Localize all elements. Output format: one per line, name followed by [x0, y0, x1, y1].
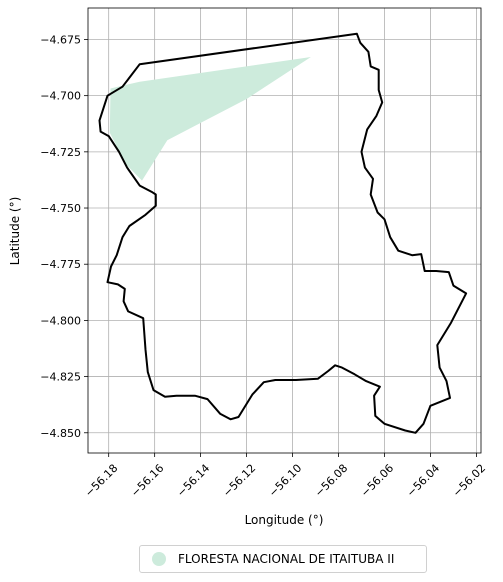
x-axis-label: Longitude (°) [245, 513, 324, 527]
x-tick-label: −56.02 [450, 462, 488, 500]
y-tick-label: −4.850 [40, 427, 81, 440]
legend: FLORESTA NACIONAL DE ITAITUBA II [139, 545, 427, 573]
y-tick-label: −4.825 [40, 371, 81, 384]
y-axis-label: Latitude (°) [8, 197, 22, 266]
x-tick-label: −56.14 [174, 462, 212, 500]
y-tick-label: −4.725 [40, 146, 81, 159]
y-tick-label: −4.800 [40, 314, 81, 327]
x-tick-label: −56.18 [82, 462, 120, 500]
legend-label: FLORESTA NACIONAL DE ITAITUBA II [178, 552, 395, 566]
x-tick-label: −56.10 [266, 462, 304, 500]
protected-area-layer [109, 57, 311, 181]
y-axis-ticks: −4.675 −4.700 −4.725 −4.750 −4.775 −4.800 −4.8… [40, 33, 88, 440]
y-tick-label: −4.775 [40, 258, 81, 271]
x-tick-label: −56.12 [220, 462, 258, 500]
y-tick-label: −4.675 [40, 33, 81, 46]
legend-swatch-icon [152, 552, 166, 566]
x-tick-label: −56.16 [128, 462, 166, 500]
municipality-boundary [98, 32, 468, 434]
x-tick-label: −56.08 [312, 462, 350, 500]
x-tick-label: −56.04 [404, 462, 442, 500]
protected-area-polygon [109, 57, 311, 181]
y-tick-label: −4.700 [40, 90, 81, 103]
x-tick-label: −56.06 [358, 462, 396, 500]
x-axis-ticks: −56.18 −56.16 −56.14 −56.12 −56.10 −56.08 −56.… [82, 453, 488, 500]
plot-frame [87, 7, 482, 454]
grid-lines [88, 8, 481, 453]
municipality-boundary-layer [98, 32, 468, 434]
y-tick-label: −4.750 [40, 202, 81, 215]
